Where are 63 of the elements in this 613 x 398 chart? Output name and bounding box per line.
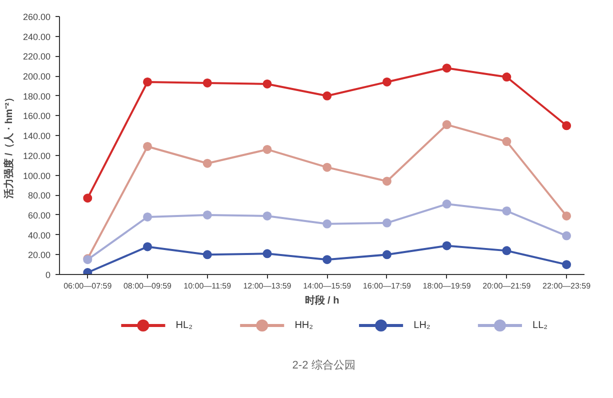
point <box>382 78 392 86</box>
x-tick-label: 08:00—09:59 <box>123 282 172 290</box>
x-tick-label: 20:00—21:59 <box>482 282 532 290</box>
point <box>322 91 332 100</box>
point <box>262 211 272 220</box>
point <box>322 255 332 264</box>
point <box>262 249 272 258</box>
point <box>442 241 452 250</box>
y-tick-label: 0 <box>45 270 51 280</box>
point <box>143 78 152 86</box>
y-tick-label: 220.00 <box>22 52 51 62</box>
y-tick-label: 240.00 <box>22 32 51 42</box>
point <box>442 200 452 209</box>
point <box>562 231 572 240</box>
point <box>202 78 212 88</box>
y-tick-label: 180.00 <box>22 91 51 102</box>
point <box>382 218 392 228</box>
x-tick-label: 06:00—07:59 <box>64 282 112 290</box>
x-tick-label: 16:00—17:59 <box>362 282 412 290</box>
point <box>442 64 452 73</box>
point <box>562 260 572 270</box>
point <box>262 144 272 154</box>
y-tick-label: 80.00 <box>28 190 51 201</box>
point <box>442 120 452 130</box>
point <box>502 246 512 256</box>
point <box>262 79 272 88</box>
point <box>143 212 152 222</box>
legend-label: HL₂ <box>176 320 193 331</box>
point <box>502 206 512 216</box>
x-tick-label: 22:00—23:59 <box>542 282 592 290</box>
y-axis-title: 活力强度 /（人 · hm⁻²） <box>2 92 15 200</box>
point <box>83 194 92 203</box>
text: 2-2 综合公园 <box>292 358 356 372</box>
point <box>202 250 212 260</box>
point <box>382 250 392 260</box>
y-tick-label: 260.00 <box>22 12 51 22</box>
point <box>322 162 332 172</box>
x-tick-label: 12:00—13:59 <box>243 282 292 290</box>
point <box>143 242 152 252</box>
point <box>502 137 512 146</box>
y-tick-label: 120.00 <box>22 150 51 161</box>
x-tick-label: 14:00—15:59 <box>303 282 352 290</box>
point <box>202 210 212 220</box>
y-tick-label: 100.00 <box>22 170 51 181</box>
legend-label: LH₂ <box>414 320 430 331</box>
point <box>562 211 572 220</box>
legend-label: HH₂ <box>294 320 314 331</box>
y-tick-label: 160.00 <box>22 111 51 122</box>
x-tick-label: 18:00—19:59 <box>422 282 472 290</box>
point <box>562 121 572 130</box>
legend-label: LL₂ <box>532 320 548 331</box>
y-tick-label: 60.00 <box>28 210 51 220</box>
point <box>382 176 392 186</box>
y-tick-label: 40.00 <box>28 230 51 240</box>
point <box>322 219 332 228</box>
y-tick-label: 20.00 <box>28 250 51 260</box>
point <box>202 158 212 168</box>
point <box>502 72 512 82</box>
point <box>143 142 152 151</box>
x-axis-title: 时段 / h <box>304 294 340 306</box>
y-tick-label: 140.00 <box>22 131 51 142</box>
x-tick-label: 10:00—11:59 <box>184 282 232 290</box>
y-tick-label: 200.00 <box>22 72 51 82</box>
